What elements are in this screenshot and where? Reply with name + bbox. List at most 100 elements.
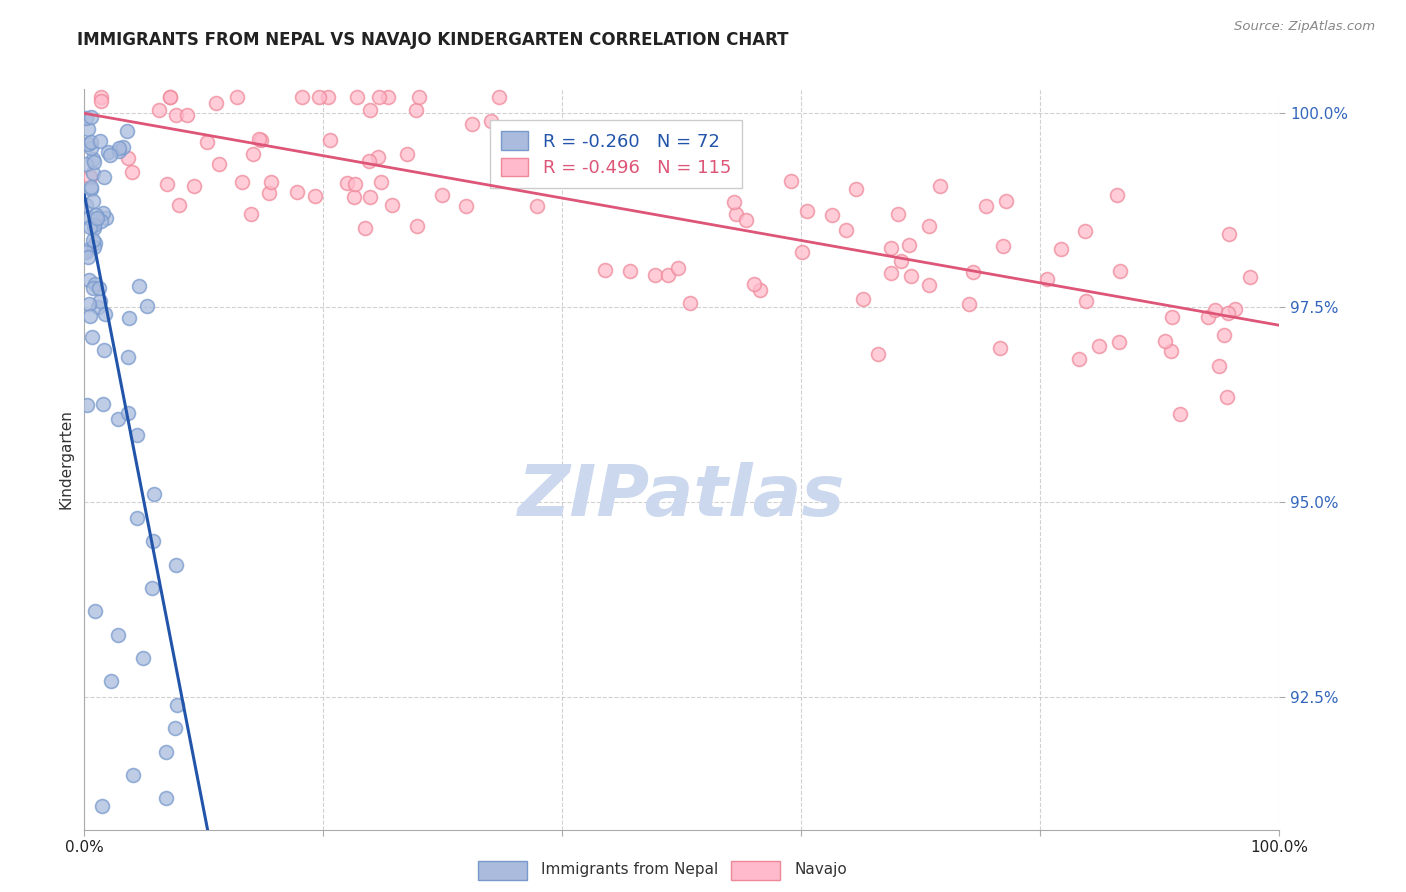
Point xyxy=(962,265,984,279)
Point xyxy=(108,145,131,159)
Point xyxy=(430,187,453,202)
Point xyxy=(94,307,117,321)
Point xyxy=(89,134,111,148)
Point xyxy=(97,145,120,160)
Point xyxy=(77,211,100,226)
Point xyxy=(82,194,104,209)
Point xyxy=(1160,310,1182,324)
Point xyxy=(679,296,702,310)
Point xyxy=(250,133,273,147)
Point xyxy=(1197,310,1219,324)
Point xyxy=(343,190,366,204)
Point xyxy=(357,154,380,169)
Point xyxy=(165,558,187,572)
Point xyxy=(83,155,105,169)
Point xyxy=(117,310,139,325)
Point xyxy=(1216,390,1239,404)
Point xyxy=(790,245,813,260)
Point xyxy=(208,156,231,170)
Point xyxy=(1067,351,1090,366)
Point xyxy=(291,90,314,104)
Point xyxy=(225,90,247,104)
Point xyxy=(377,90,399,104)
Point xyxy=(1170,408,1192,422)
Point xyxy=(1108,334,1130,349)
Point xyxy=(80,110,103,124)
Point xyxy=(900,268,922,283)
Point xyxy=(231,175,253,189)
Point xyxy=(845,182,868,196)
Y-axis label: Kindergarten: Kindergarten xyxy=(58,409,73,509)
Point xyxy=(242,147,264,161)
Point xyxy=(132,651,155,665)
Point xyxy=(868,347,890,361)
Point xyxy=(880,266,903,280)
Point xyxy=(247,132,270,146)
Point xyxy=(1213,328,1236,343)
Point xyxy=(83,240,105,254)
Point xyxy=(336,176,359,190)
Point xyxy=(879,241,901,255)
Point xyxy=(90,94,112,108)
Point xyxy=(1109,264,1132,278)
Point xyxy=(76,121,98,136)
Text: IMMIGRANTS FROM NEPAL VS NAVAJO KINDERGARTEN CORRELATION CHART: IMMIGRANTS FROM NEPAL VS NAVAJO KINDERGA… xyxy=(77,31,789,49)
Point xyxy=(205,95,228,110)
Point xyxy=(127,427,149,442)
Point xyxy=(80,141,103,155)
Point xyxy=(84,208,107,222)
Point xyxy=(918,219,941,233)
Point xyxy=(408,90,430,104)
Point xyxy=(141,581,163,595)
Point xyxy=(91,206,114,220)
Point xyxy=(359,190,381,204)
Point xyxy=(613,143,636,157)
Point xyxy=(82,233,104,247)
Point xyxy=(657,268,679,283)
Point xyxy=(155,745,177,759)
Point xyxy=(593,263,616,277)
Point xyxy=(1036,272,1059,286)
Point xyxy=(75,157,97,171)
Point xyxy=(107,140,129,154)
Point xyxy=(834,222,856,236)
Point xyxy=(159,90,181,104)
Point xyxy=(166,698,188,712)
Text: ZIPatlas: ZIPatlas xyxy=(519,462,845,531)
Point xyxy=(165,108,187,122)
Point xyxy=(155,791,177,805)
Point xyxy=(666,260,689,275)
Point xyxy=(107,628,129,642)
Point xyxy=(1160,343,1182,358)
Point xyxy=(75,111,97,125)
Point xyxy=(84,277,107,292)
Point xyxy=(84,604,107,618)
Point xyxy=(80,182,103,196)
Point xyxy=(479,114,502,128)
Point xyxy=(82,166,104,180)
Point xyxy=(1208,359,1230,373)
Point xyxy=(76,398,98,412)
Point xyxy=(79,309,101,323)
Point xyxy=(75,244,97,258)
Point xyxy=(91,397,114,411)
Point xyxy=(159,90,181,104)
Point xyxy=(127,511,149,525)
Point xyxy=(79,219,101,234)
Point xyxy=(343,177,366,191)
Point xyxy=(796,203,818,218)
Point xyxy=(83,218,105,232)
Point xyxy=(304,188,326,202)
Point xyxy=(308,90,330,104)
Point xyxy=(94,211,117,225)
Point xyxy=(163,721,186,735)
Point xyxy=(749,283,772,297)
Point xyxy=(117,152,139,166)
Point xyxy=(405,103,427,117)
Point xyxy=(100,148,122,162)
Point xyxy=(780,174,803,188)
Point xyxy=(142,534,165,549)
Point xyxy=(988,342,1011,356)
Point xyxy=(488,90,510,104)
Point xyxy=(619,264,641,278)
